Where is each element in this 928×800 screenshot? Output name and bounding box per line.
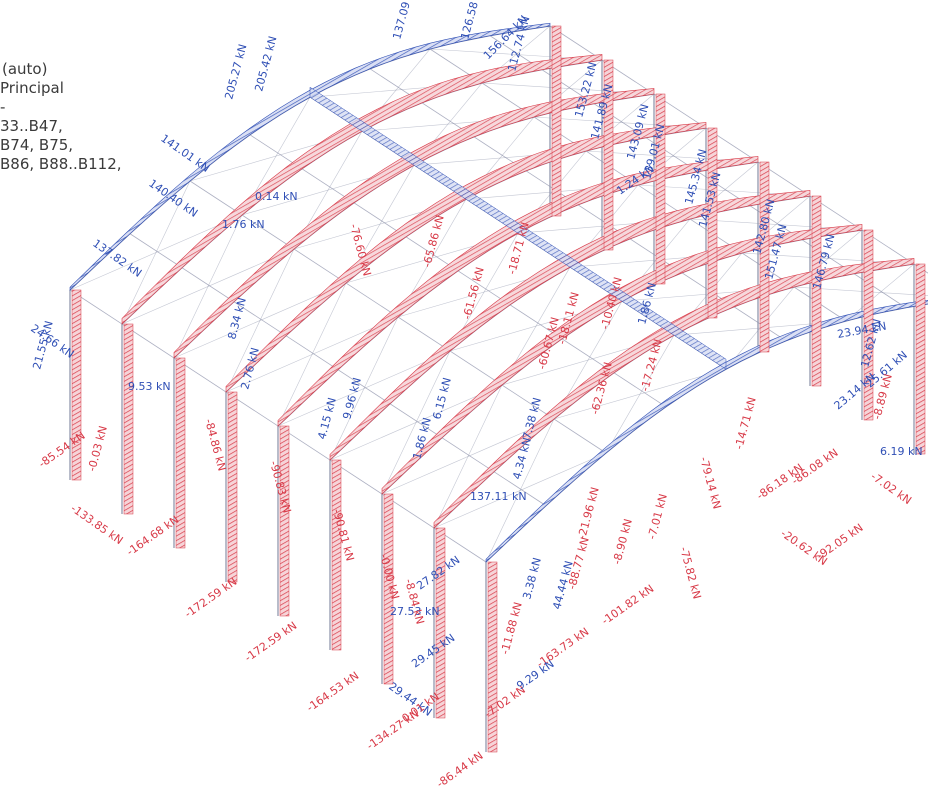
force-label: -0.03 kN (85, 424, 110, 472)
brace (225, 248, 295, 393)
force-label: -172.59 kN (242, 619, 299, 664)
force-label: 6.19 kN (880, 445, 923, 458)
rafter-force-band (381, 224, 863, 495)
force-label: -92.05 kN (814, 521, 865, 562)
brace (173, 214, 243, 359)
force-label: 9.53 kN (128, 380, 171, 393)
force-label: 2.76 kN (238, 346, 262, 391)
column-force-band (603, 59, 614, 251)
rafter-force-band (121, 54, 603, 325)
force-label: -133.85 kN (68, 502, 125, 547)
rafter-force-band (485, 299, 928, 563)
brace (485, 418, 555, 563)
force-label: -90.83 kN (267, 459, 293, 514)
force-label: 4.34 kN (510, 436, 534, 481)
frame-members (69, 25, 928, 752)
column-force-band (331, 459, 342, 651)
column-force-band (71, 289, 82, 481)
column-force-band (383, 493, 394, 685)
force-label: 140.40 kN (146, 177, 200, 220)
brace (433, 384, 503, 529)
force-label: -84.86 kN (202, 417, 228, 472)
rafter-force-band (433, 258, 915, 529)
rafter-force-band (69, 22, 551, 291)
rafter-force-band (277, 156, 759, 427)
brace (329, 316, 399, 461)
force-label: 141.01 kN (158, 132, 212, 175)
force-label: 9.96 kN (340, 376, 364, 421)
force-label: -75.82 kN (677, 545, 703, 600)
rafter-force-band (173, 88, 655, 359)
force-label: 1.76 kN (222, 218, 265, 231)
force-label: 7.38 kN (520, 396, 544, 441)
force-label: -0.00 kN (377, 552, 402, 600)
force-label: -86.44 kN (434, 749, 485, 790)
force-label: -172.59 kN (182, 575, 239, 620)
force-label: 137.11 kN (470, 490, 527, 503)
column-force-band (655, 93, 666, 285)
legend-line: (auto) (2, 60, 48, 78)
brace (605, 335, 675, 454)
column-force-band (227, 391, 238, 583)
force-label: 205.42 kN (252, 35, 279, 93)
column-force-band (863, 229, 874, 421)
force-label: 29.45 kN (409, 631, 457, 670)
brace (277, 282, 347, 427)
column-force-band (759, 161, 770, 353)
force-label: 3.38 kN (520, 556, 544, 601)
column-force-band (279, 425, 290, 617)
rafter-force-band (225, 122, 707, 393)
force-label: 205.27 kN (222, 43, 249, 101)
column-force-band (811, 195, 822, 387)
force-label: -7.01 kN (645, 492, 670, 540)
force-label: -79.14 kN (697, 455, 723, 510)
column-force-band (487, 561, 498, 753)
brace (845, 263, 915, 322)
ridge-force-band (309, 86, 727, 370)
column-force-band (915, 263, 926, 455)
legend-line: 33..B47, (0, 117, 63, 135)
force-label: 4.15 kN (315, 396, 339, 441)
force-label: 6.15 kN (430, 376, 454, 421)
force-label: -8.90 kN (610, 517, 635, 565)
column-force-band (551, 25, 562, 217)
column-force-band (123, 323, 134, 515)
legend-line: B86, B88..B112, (0, 155, 122, 173)
legend-line: - (0, 98, 6, 116)
force-label: -11.88 kN (498, 601, 524, 656)
force-label: -21.96 kN (575, 486, 601, 541)
force-label: 27.53 kN (390, 605, 440, 618)
brace (381, 350, 451, 495)
column-force-band (435, 527, 446, 719)
force-diagrams (69, 22, 928, 753)
column-force-band (175, 357, 186, 549)
force-label: 0.14 kN (255, 190, 298, 203)
force-label: -164.68 kN (124, 513, 181, 558)
legend: (auto) Principal - 33..B47, B74, B75, B8… (0, 60, 122, 174)
force-label: -101.82 kN (599, 582, 656, 627)
force-label: -164.53 kN (304, 669, 361, 714)
force-label: 1.86 kN (410, 416, 434, 461)
force-label: -7.02 kN (868, 470, 914, 507)
brace (121, 180, 191, 325)
force-label: 137.09 kN (390, 0, 417, 41)
legend-line: Principal (0, 79, 64, 97)
rafter-force-band (329, 190, 811, 461)
legend-line: B74, B75, (0, 136, 74, 154)
column-force-band (707, 127, 718, 319)
force-label: -14.71 kN (732, 396, 758, 451)
